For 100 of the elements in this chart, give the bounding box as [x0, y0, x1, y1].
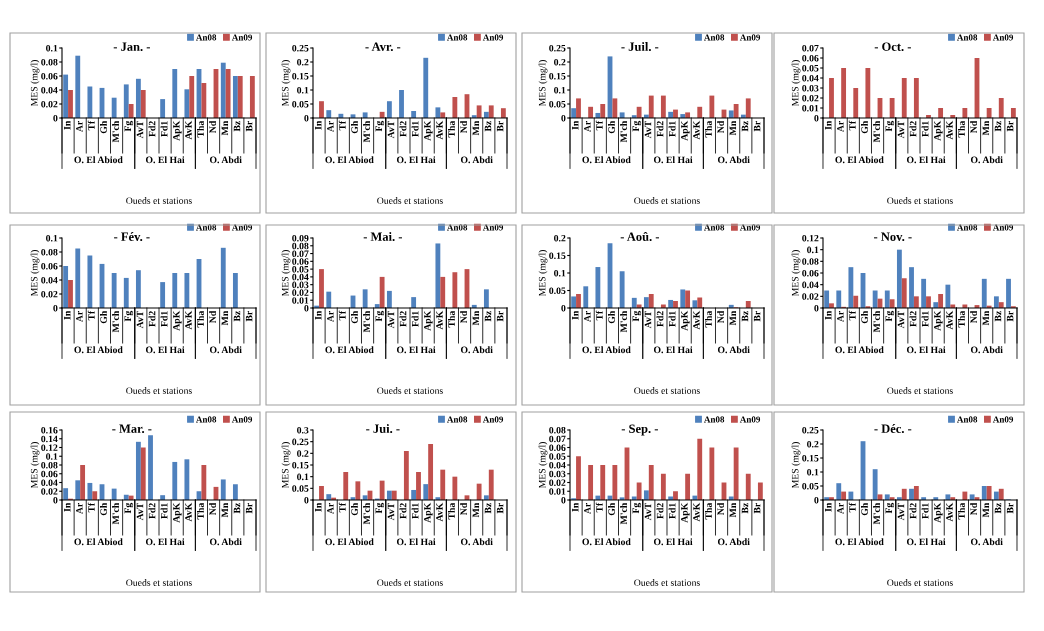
x-tick-label: Fd1	[411, 503, 419, 519]
x-tick-label: AvK	[436, 502, 443, 522]
chart-title: - Avr. -	[365, 42, 401, 51]
x-tick-label: Fd1	[411, 311, 419, 327]
x-tick-label: Tf	[848, 502, 856, 513]
y-tick-label: 0.1	[46, 44, 58, 52]
x-tick-label: Gh	[861, 310, 868, 324]
x-tick-label: AvT	[897, 310, 905, 329]
y-tick-label: 0.15	[292, 72, 309, 80]
y-axis-title: MES (mg/l)	[791, 250, 801, 297]
y-tick-label: 0.06	[292, 258, 309, 265]
y-tick-label: 0.03	[802, 84, 819, 92]
y-axis-title: MES (mg/l)	[281, 442, 291, 489]
y-tick-label: 0.04	[549, 461, 566, 469]
x-tick-label: AvT	[897, 120, 905, 139]
x-tick-label: AvK	[185, 310, 192, 330]
x-tick-label: AvT	[387, 502, 395, 521]
x-tick-label: Fd1	[411, 121, 419, 137]
legend-label: An08	[446, 34, 468, 41]
x-tick-label: Mn	[982, 120, 990, 136]
y-tick-label: 0	[53, 304, 58, 312]
y-tick-label: 0.02	[41, 488, 58, 495]
x-axis-title: Oueds et stations	[377, 387, 443, 394]
x-tick-label: Mn	[982, 310, 990, 326]
x-tick-label: Gh	[100, 120, 107, 134]
chart-title: - Oct. -	[874, 42, 911, 51]
x-tick-label: M'ch	[363, 502, 370, 525]
y-tick-label: 0.05	[549, 287, 566, 295]
y-tick-label: 0.06	[802, 54, 819, 62]
text: O. Abdi	[460, 538, 493, 546]
x-axis-title: Oueds et stations	[887, 197, 953, 204]
text: O. El Abiod	[74, 538, 123, 546]
y-tick-label: 0.05	[292, 100, 309, 108]
text: O. El Abiod	[325, 346, 374, 354]
x-tick-label: Nd	[460, 120, 467, 134]
y-tick-label: 0	[53, 114, 58, 122]
x-tick-label: AvT	[136, 502, 144, 521]
x-tick-label: ApK	[173, 502, 182, 523]
y-tick-label: 0.25	[292, 44, 309, 52]
y-tick-label: 0.04	[802, 74, 819, 82]
y-tick-label: 0.02	[292, 289, 309, 296]
x-tick-label: Gh	[608, 120, 615, 134]
x-tick-label: Fd2	[909, 121, 917, 137]
x-tick-label: Nd	[970, 120, 977, 134]
chart-title: - Mai. -	[363, 232, 402, 241]
y-axis-title: MES (mg/l)	[30, 442, 40, 489]
y-tick-label: 0	[561, 114, 566, 122]
x-tick-label: Br	[496, 502, 504, 514]
x-tick-label: In	[825, 120, 832, 130]
y-axis-title: MES (mg/l)	[538, 60, 548, 107]
x-tick-label: Tf	[87, 310, 95, 321]
x-tick-label: Mn	[472, 502, 480, 518]
x-tick-label: Fd2	[148, 311, 156, 327]
x-tick-label: Nd	[717, 502, 724, 516]
text: O. El Abiod	[835, 538, 884, 546]
y-tick-label: 0.02	[802, 94, 819, 102]
y-tick-label: 0.14	[41, 435, 58, 443]
x-tick-label: AvK	[946, 502, 953, 522]
x-tick-label: ApK	[424, 502, 433, 523]
x-tick-label: Gh	[861, 502, 868, 516]
y-axis-title: MES (mg/l)	[281, 250, 291, 297]
legend-label: An08	[956, 34, 978, 41]
y-tick-label: 0.05	[292, 266, 309, 273]
text: O. El Hai	[145, 346, 185, 354]
x-tick-label: Fd2	[148, 503, 156, 519]
x-axis-title: Oueds et stations	[634, 197, 700, 204]
x-tick-label: Fd1	[668, 311, 676, 327]
y-tick-label: 0.02	[41, 100, 58, 108]
x-tick-label: Br	[245, 120, 253, 132]
x-tick-label: Mn	[221, 120, 229, 136]
x-tick-label: Tha	[958, 502, 965, 520]
x-tick-label: Tha	[958, 310, 965, 328]
text: O. El Abiod	[835, 156, 884, 164]
x-tick-label: Br	[496, 310, 504, 322]
x-tick-label: Br	[753, 120, 761, 132]
y-tick-label: 0.1	[807, 468, 819, 476]
y-tick-label: 0.03	[292, 281, 309, 289]
x-axis-title: Oueds et stations	[887, 387, 953, 394]
chart-title: - Jan. -	[113, 42, 150, 51]
x-tick-label: Nd	[970, 310, 977, 324]
text: O. Abdi	[209, 346, 242, 354]
text: O. Abdi	[460, 346, 493, 354]
x-tick-label: Nd	[209, 120, 216, 134]
text: O. El Hai	[653, 538, 693, 546]
x-tick-label: Bz	[484, 310, 492, 322]
x-tick-label: AvK	[946, 120, 953, 140]
x-tick-label: Mn	[729, 502, 737, 518]
y-tick-label: 0.2	[554, 58, 566, 66]
x-tick-label: AvK	[946, 310, 953, 330]
x-tick-label: Fd2	[656, 311, 664, 327]
y-tick-label: 0.06	[549, 444, 566, 452]
x-tick-label: Fd1	[160, 503, 168, 519]
y-tick-label: 0.07	[549, 435, 566, 443]
text: O. El Hai	[906, 346, 946, 354]
y-tick-label: 0.1	[554, 86, 566, 94]
x-tick-label: Nd	[717, 310, 724, 324]
y-tick-label: 0.2	[297, 58, 309, 66]
text: O. Abdi	[717, 156, 750, 164]
text: O. El Hai	[653, 156, 693, 164]
text: O. El Hai	[145, 538, 185, 546]
